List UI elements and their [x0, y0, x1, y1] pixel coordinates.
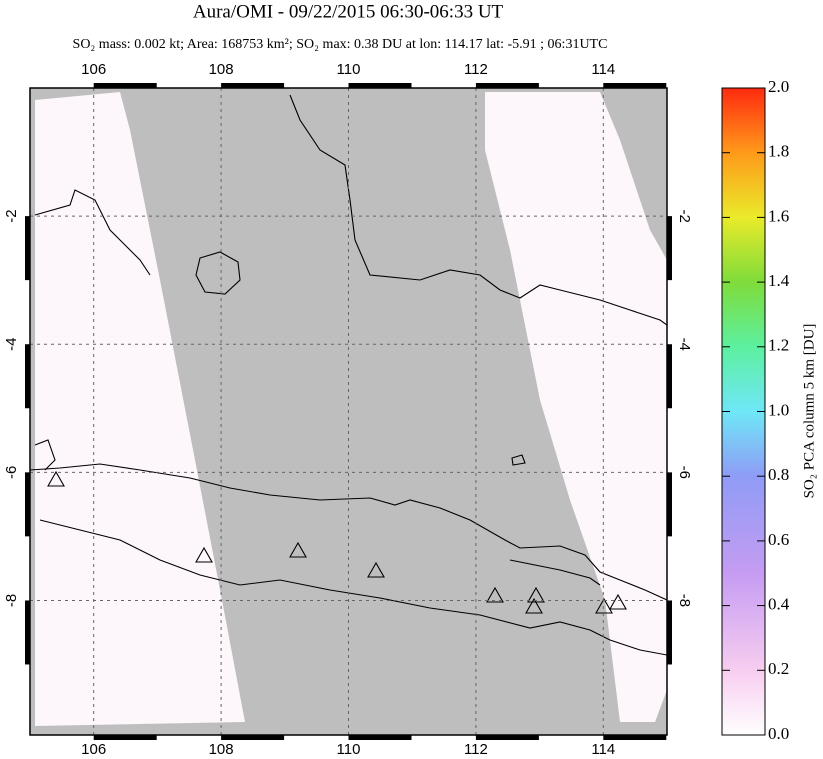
tick-bar: [221, 735, 285, 740]
tick-bar: [475, 735, 539, 740]
x-tick-label: 108: [209, 61, 234, 78]
x-tick-label: 114: [591, 741, 615, 758]
colorbar-tick-label: 0.8: [768, 465, 789, 484]
coastline: [511, 454, 526, 466]
y-tick-label: -8: [3, 594, 20, 607]
colorbar-tick-label: 1.4: [768, 271, 790, 290]
colorbar-tick-label: 1.6: [768, 206, 789, 225]
tick-bar: [93, 735, 157, 740]
map-area: [30, 88, 667, 735]
tick-bar: [603, 83, 667, 88]
tick-bar: [667, 216, 672, 281]
colorbar-tick-label: 0.6: [768, 530, 789, 549]
tick-bar: [348, 83, 412, 88]
coastline: [509, 559, 601, 586]
y-tick-label: -8: [676, 594, 693, 607]
tick-bar: [25, 600, 30, 665]
tick-bar: [603, 735, 667, 740]
tick-bar: [667, 344, 672, 409]
coastline: [34, 189, 151, 471]
colorbar-tick-label: 0.0: [768, 724, 789, 743]
colorbar-tick-label: 0.2: [768, 659, 789, 678]
colorbar-tick-label: 1.0: [768, 400, 789, 419]
swath: [35, 92, 245, 726]
coastline: [39, 519, 667, 656]
title: Aura/OMI - 09/22/2015 06:30-06:33 UT: [193, 1, 504, 22]
tick-bar: [221, 83, 285, 88]
tick-bar: [667, 600, 672, 665]
tick-bar: [25, 216, 30, 281]
tick-bar: [25, 472, 30, 537]
volcano-markers: [47, 470, 627, 614]
x-tick-label: 110: [337, 741, 361, 758]
x-tick-label: 106: [81, 61, 106, 78]
coastline: [195, 251, 241, 295]
subtitle: SO₂ mass: 0.002 kt; Area: 168753 km²; SO…: [73, 37, 608, 52]
coastline: [289, 94, 667, 326]
x-tick-label: 114: [591, 61, 615, 78]
x-tick-label: 106: [81, 741, 106, 758]
tick-bar: [25, 344, 30, 409]
tick-bar: [93, 83, 157, 88]
colorbar-label: SO₂ PCA column 5 km [DU]: [801, 324, 817, 499]
y-tick-label: -4: [676, 338, 693, 351]
y-tick-label: -6: [676, 466, 693, 479]
tick-bar: [348, 735, 412, 740]
y-tick-label: -4: [3, 338, 20, 351]
swath: [485, 92, 667, 722]
tick-bar: [667, 472, 672, 537]
colorbar-tick-label: 1.8: [768, 142, 789, 161]
colorbar-tick-label: 2.0: [768, 77, 789, 96]
x-tick-label: 108: [209, 741, 234, 758]
x-tick-label: 112: [464, 741, 488, 758]
y-tick-label: -2: [3, 209, 20, 222]
colorbar-tick-label: 1.2: [768, 336, 789, 355]
y-tick-label: -2: [676, 209, 693, 222]
y-tick-label: -6: [3, 466, 20, 479]
x-tick-label: 110: [337, 61, 361, 78]
tick-bar: [475, 83, 539, 88]
x-tick-label: 112: [464, 61, 488, 78]
colorbar-tick-label: 0.4: [768, 595, 790, 614]
